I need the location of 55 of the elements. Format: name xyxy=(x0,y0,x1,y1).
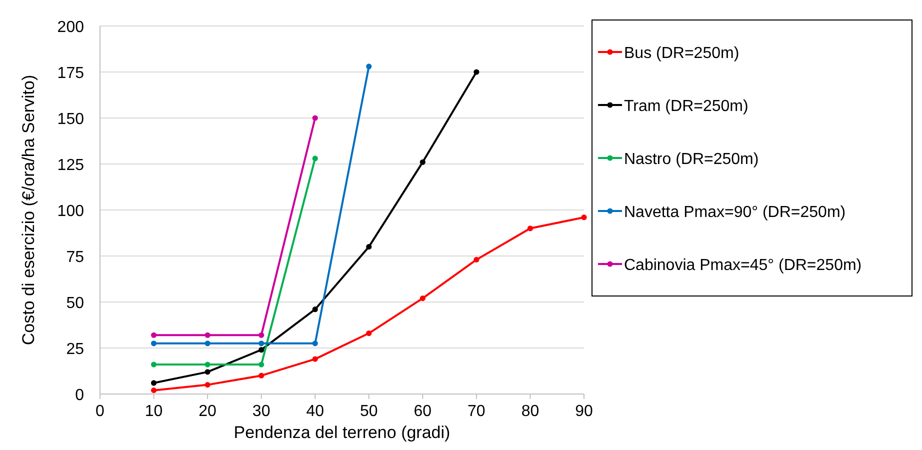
x-tick-label: 70 xyxy=(468,403,486,420)
x-tick-label: 0 xyxy=(96,403,105,420)
point xyxy=(312,340,318,346)
point xyxy=(204,340,210,346)
point xyxy=(581,214,587,220)
y-tick-label: 125 xyxy=(57,157,84,174)
x-tick-label: 20 xyxy=(198,403,217,420)
point xyxy=(474,69,480,75)
x-tick-label: 40 xyxy=(306,403,324,420)
point xyxy=(150,388,157,394)
point xyxy=(420,296,426,302)
point xyxy=(474,256,480,262)
x-tick-label: 90 xyxy=(575,403,593,420)
point xyxy=(258,332,264,338)
legend-label: Tram (DR=250m) xyxy=(624,98,748,115)
x-tick-label: 50 xyxy=(360,403,378,420)
point xyxy=(420,159,426,165)
point xyxy=(312,115,318,121)
point xyxy=(204,382,210,388)
y-tick-label: 200 xyxy=(57,19,84,36)
point xyxy=(150,362,157,368)
point xyxy=(312,156,318,162)
x-axis-title: Pendenza del terreno (gradi) xyxy=(234,423,450,442)
x-tick-label: 10 xyxy=(144,403,163,420)
y-tick-label: 50 xyxy=(66,295,84,312)
legend-label: Bus (DR=250m) xyxy=(624,45,740,62)
y-tick-label: 75 xyxy=(66,249,84,266)
legend-label: Nastro (DR=250m) xyxy=(624,151,759,168)
point xyxy=(150,332,157,338)
point xyxy=(527,226,534,232)
point xyxy=(258,362,264,368)
y-axis-title: Costo di esercizio (€/ora/ha Servito) xyxy=(19,74,38,346)
x-tick-label: 80 xyxy=(521,403,540,420)
point xyxy=(366,64,372,70)
point xyxy=(204,332,210,338)
x-tick-label: 30 xyxy=(252,403,270,420)
y-tick-label: 0 xyxy=(75,387,84,404)
point xyxy=(366,330,372,336)
point xyxy=(258,347,264,353)
y-tick-label: 100 xyxy=(57,203,84,220)
point xyxy=(150,380,157,386)
point xyxy=(204,362,210,368)
point xyxy=(258,340,264,346)
legend-label: Navetta Pmax=90° (DR=250m) xyxy=(624,204,846,221)
y-tick-label: 25 xyxy=(66,341,84,358)
point xyxy=(312,306,318,312)
point xyxy=(150,340,157,346)
y-tick-label: 175 xyxy=(57,65,84,82)
legend-label: Cabinovia Pmax=45° (DR=250m) xyxy=(624,257,862,274)
point xyxy=(366,244,372,250)
point xyxy=(312,356,318,362)
point xyxy=(258,372,264,378)
y-tick-label: 150 xyxy=(57,111,84,128)
x-tick-label: 60 xyxy=(414,403,432,420)
point xyxy=(204,369,210,375)
